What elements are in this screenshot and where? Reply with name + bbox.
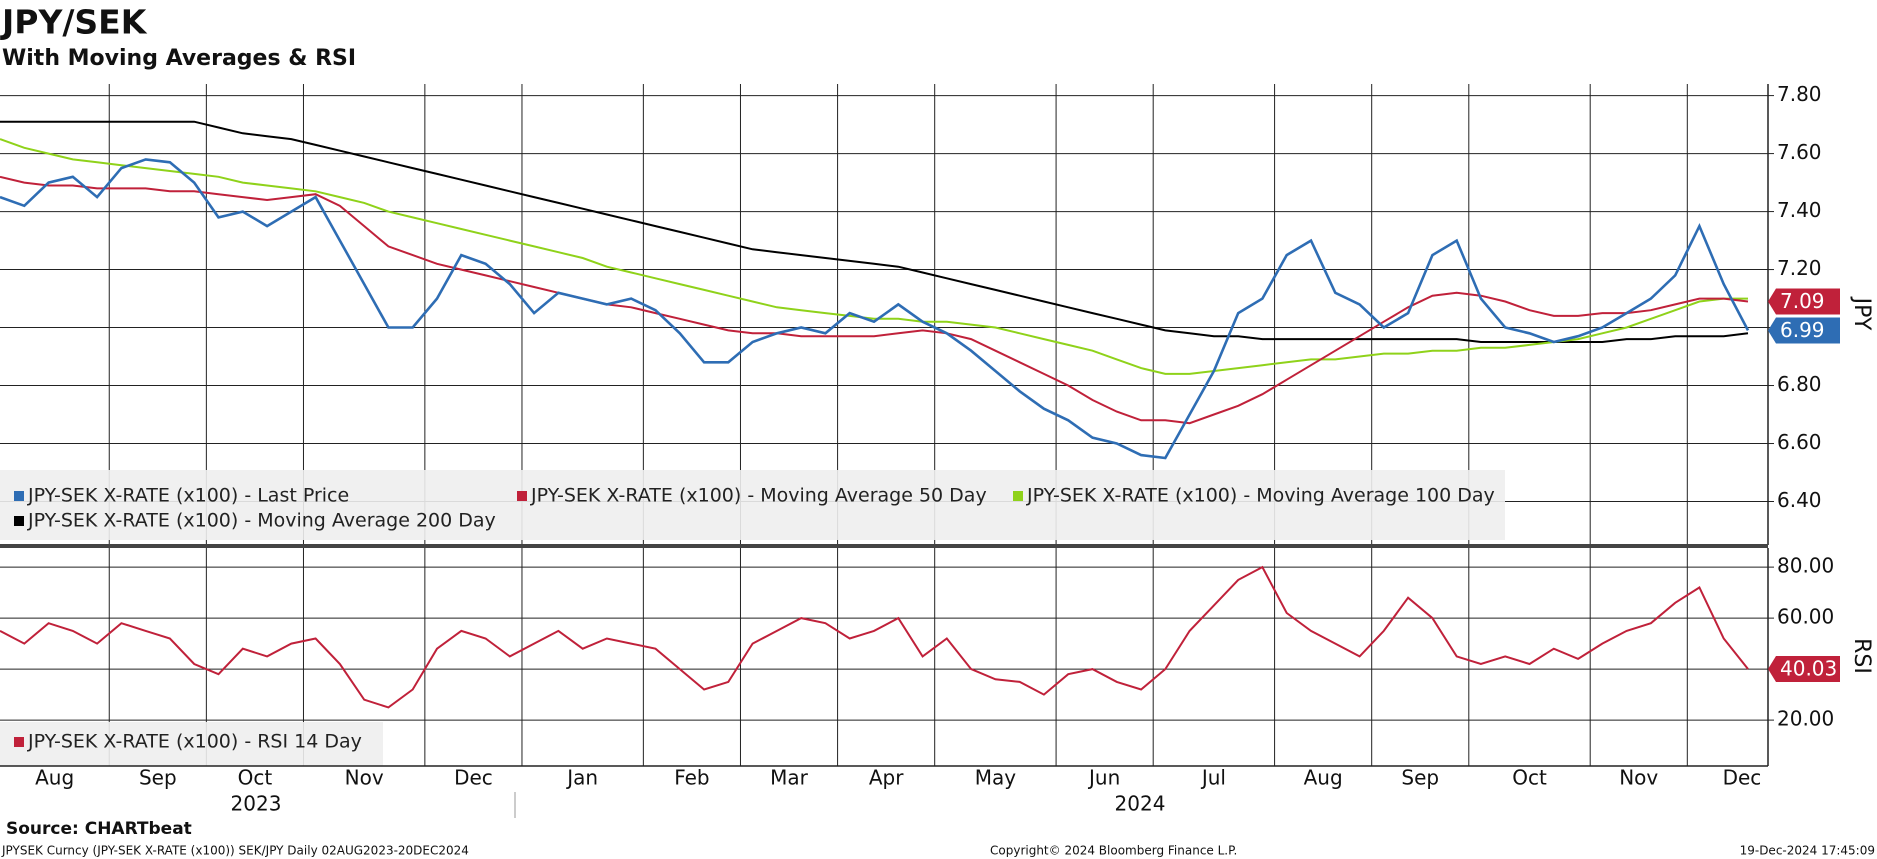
legend-box: [0, 722, 383, 766]
panel-separator: [0, 544, 1768, 548]
year-label: 2024: [1115, 792, 1166, 816]
legend-swatch: [517, 491, 527, 501]
end-label-box: [1768, 656, 1840, 683]
x-tick-label: Jul: [1200, 766, 1226, 790]
legend-box: [0, 470, 1505, 540]
legend-label: JPY-SEK X-RATE (x100) - RSI 14 Day: [27, 731, 362, 753]
x-tick-label: Oct: [1512, 766, 1547, 790]
series-line: [0, 158, 1750, 460]
y-tick-label: 60.00: [1777, 605, 1834, 629]
y-tick-label: 20.00: [1777, 707, 1834, 731]
copyright: Copyright© 2024 Bloomberg Finance L.P.: [990, 844, 1237, 858]
legend-label: JPY-SEK X-RATE (x100) - Moving Average 2…: [27, 510, 496, 532]
end-label-box: [1768, 317, 1840, 344]
x-tick-label: Aug: [35, 766, 74, 790]
legend-swatch: [14, 516, 24, 526]
series-line: [0, 565, 1749, 709]
x-tick-label: Dec: [454, 766, 493, 790]
x-tick-label: Mar: [770, 766, 809, 790]
footer-description: JPYSEK Curncy (JPY-SEK X-RATE (x100)) SE…: [1, 844, 469, 858]
x-tick-label: Jan: [565, 766, 598, 790]
x-tick-label: May: [975, 766, 1017, 790]
chart-title: JPY/SEK: [0, 3, 148, 42]
legend-label: JPY-SEK X-RATE (x100) - Moving Average 1…: [1026, 485, 1495, 507]
x-tick-label: Feb: [674, 766, 709, 790]
x-tick-label: Nov: [1619, 766, 1658, 790]
timestamp: 19-Dec-2024 17:45:09: [1740, 844, 1875, 858]
series-line: [0, 120, 1749, 343]
y-tick-label: 6.40: [1777, 488, 1822, 512]
end-label: 40.03: [1780, 657, 1837, 681]
axis-label: RSI: [1849, 638, 1874, 674]
legend-label: JPY-SEK X-RATE (x100) - Last Price: [27, 485, 349, 507]
x-tick-label: Sep: [139, 766, 177, 790]
series-line: [0, 138, 1748, 375]
year-label: 2023: [231, 792, 282, 816]
y-tick-label: 7.80: [1777, 82, 1822, 106]
legend-swatch: [14, 491, 24, 501]
x-tick-label: Nov: [345, 766, 384, 790]
x-tick-label: Dec: [1723, 766, 1762, 790]
y-tick-label: 6.60: [1777, 430, 1822, 454]
x-tick-label: Aug: [1304, 766, 1343, 790]
y-tick-label: 7.60: [1777, 140, 1822, 164]
chart-subtitle: With Moving Averages & RSI: [2, 46, 356, 71]
legend-swatch: [1013, 491, 1023, 501]
series-line: [0, 175, 1749, 425]
legend-label: JPY-SEK X-RATE (x100) - Moving Average 5…: [530, 485, 987, 507]
axis-label: JPY: [1849, 296, 1874, 331]
y-tick-label: 80.00: [1777, 554, 1834, 578]
x-tick-label: Jun: [1087, 766, 1120, 790]
x-tick-label: Sep: [1401, 766, 1439, 790]
source: Source: CHARTbeat: [6, 819, 192, 839]
x-tick-label: Apr: [869, 766, 904, 790]
end-label: 7.09: [1780, 289, 1825, 313]
y-tick-label: 6.80: [1777, 372, 1822, 396]
legend-swatch: [14, 737, 24, 747]
y-tick-label: 7.20: [1777, 256, 1822, 280]
end-label-box: [1768, 288, 1840, 315]
end-label: 6.99: [1780, 318, 1825, 342]
y-tick-label: 7.40: [1777, 198, 1822, 222]
x-tick-label: Oct: [238, 766, 273, 790]
